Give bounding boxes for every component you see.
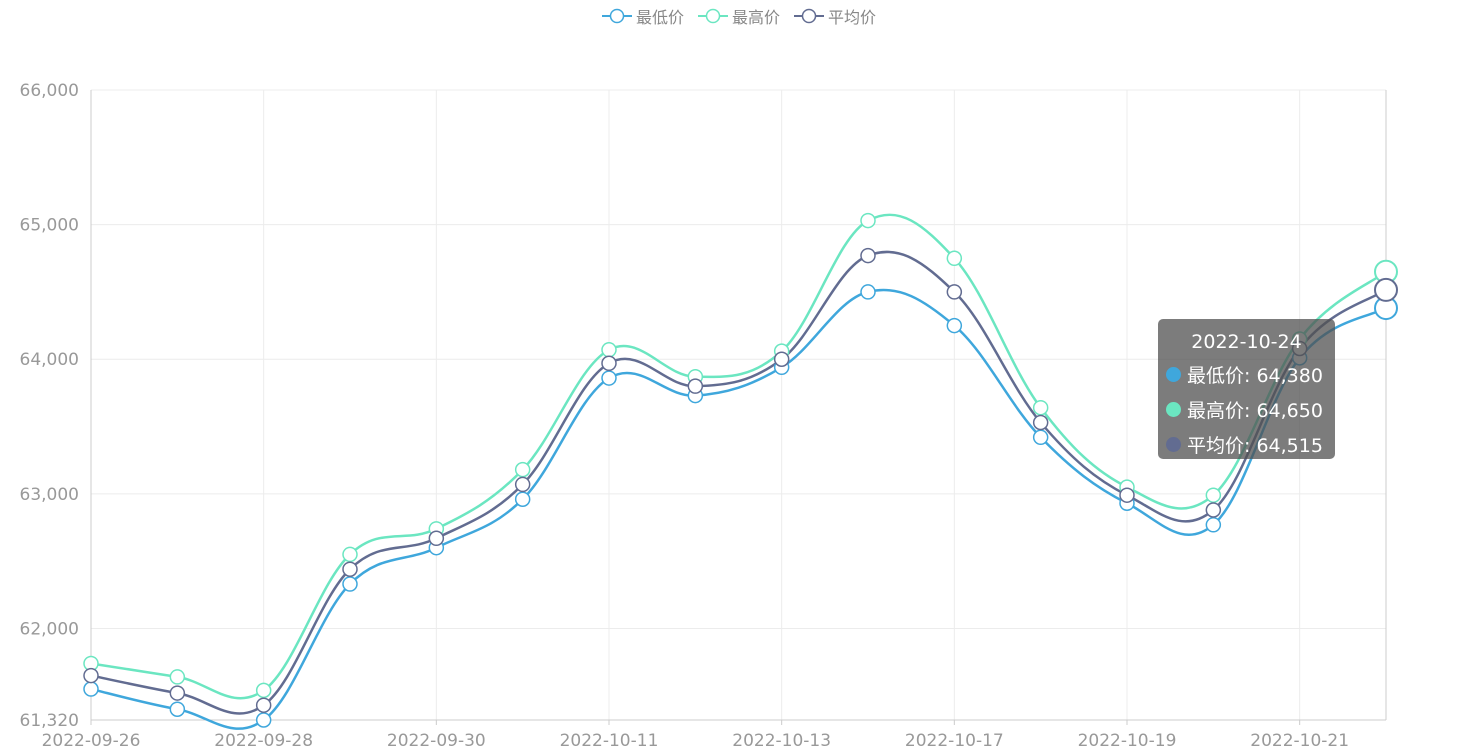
x-tick-label: 2022-10-17 — [905, 731, 1004, 751]
data-point-2 — [514, 476, 531, 493]
chart-legend: 最低价 最高价 平均价 — [0, 4, 1478, 28]
tooltip-dot-min-icon — [1166, 367, 1181, 382]
x-tick-label: 2022-10-19 — [1078, 731, 1177, 751]
series-line-0 — [90, 288, 1387, 730]
legend-item-avg[interactable]: 平均价 — [794, 4, 876, 28]
series-lines — [90, 213, 1387, 730]
data-point-1 — [946, 250, 963, 267]
data-point-0 — [1205, 517, 1222, 533]
data-point-2 — [255, 697, 272, 713]
data-point-0 — [860, 284, 876, 300]
y-tick-label: 63,000 — [20, 485, 79, 505]
legend-marker-max-icon — [697, 8, 728, 24]
data-point-2 — [169, 685, 186, 701]
x-tick-label: 2022-10-11 — [560, 731, 659, 751]
data-point-1 — [169, 669, 186, 685]
series-line-2 — [90, 250, 1387, 715]
x-tick-label: 2022-09-30 — [387, 731, 486, 751]
data-point-1 — [601, 342, 617, 358]
chart-tooltip: 2022-10-24 最低价: 64,380 最高价: 64,650 平均价: … — [1158, 319, 1335, 459]
tooltip-text-avg: 平均价: 64,515 — [1187, 435, 1323, 457]
x-tick-label: 2022-10-13 — [732, 731, 831, 751]
data-point-1 — [514, 461, 531, 478]
data-point-1 — [1032, 399, 1049, 416]
legend-item-min[interactable]: 最低价 — [601, 4, 684, 28]
tooltip-row-max: 最高价: 64,650 — [1158, 396, 1335, 423]
y-tick-label: 65,000 — [20, 216, 79, 236]
legend-marker-avg-icon — [794, 8, 824, 24]
series-points — [83, 212, 1398, 728]
tooltip-dot-max-icon — [1166, 402, 1181, 417]
tooltip-row-min: 最低价: 64,380 — [1158, 361, 1335, 388]
y-tick-label: 66,000 — [20, 81, 79, 101]
data-point-0 — [946, 317, 963, 334]
legend-label-min: 最低价 — [635, 8, 684, 27]
data-point-2 — [1119, 487, 1135, 503]
y-tick-label: 64,000 — [20, 350, 79, 370]
data-point-0 — [255, 712, 272, 728]
data-point-1 — [1205, 487, 1222, 503]
data-point-1 — [342, 546, 358, 563]
x-tick-label: 2022-10-21 — [1250, 731, 1349, 751]
x-tick-label: 2022-09-28 — [214, 731, 313, 751]
y-tick-label: 61,320 — [20, 711, 79, 731]
data-point-2 — [687, 378, 704, 394]
data-point-2 — [1205, 502, 1222, 518]
tooltip-row-avg: 平均价: 64,515 — [1158, 431, 1335, 458]
y-tick-label: 62,000 — [20, 619, 79, 639]
data-point-0 — [342, 576, 358, 592]
legend-marker-min-icon — [601, 8, 632, 24]
data-point-2 — [342, 561, 358, 577]
legend-item-max[interactable]: 最高价 — [697, 4, 780, 28]
data-point-2 — [773, 351, 790, 367]
data-point-0 — [514, 491, 531, 507]
data-point-2 — [860, 247, 876, 264]
data-point-1 — [255, 682, 272, 699]
tooltip-text-max: 最高价: 64,650 — [1187, 400, 1323, 422]
data-point-2 — [601, 355, 617, 372]
vertical-gridlines — [90, 90, 1301, 725]
series-line-1 — [90, 213, 1387, 700]
data-point-2 — [1032, 414, 1049, 431]
data-point-2 — [428, 530, 445, 547]
data-point-0 — [1032, 429, 1049, 446]
data-point-1 — [860, 212, 876, 229]
data-point-0 — [169, 701, 186, 717]
data-point-2 — [946, 284, 963, 300]
y-axis-tick-labels: 61,320 62,000 63,000 64,000 65,000 66,000 — [20, 81, 79, 731]
tooltip-title: 2022-10-24 — [1191, 331, 1302, 353]
legend-label-avg: 平均价 — [828, 8, 877, 27]
x-axis-tick-labels: 2022-09-26 2022-09-28 2022-09-30 2022-10-11… — [42, 731, 1349, 751]
data-point-2 — [1374, 277, 1398, 302]
tooltip-text-min: 最低价: 64,380 — [1187, 365, 1323, 387]
data-point-0 — [601, 370, 617, 386]
x-tick-label: 2022-09-26 — [42, 731, 141, 751]
axes — [90, 90, 1387, 721]
legend-label-max: 最高价 — [731, 8, 780, 27]
data-point-0 — [83, 681, 99, 697]
tooltip-dot-avg-icon — [1166, 437, 1181, 452]
data-point-2 — [83, 667, 99, 684]
